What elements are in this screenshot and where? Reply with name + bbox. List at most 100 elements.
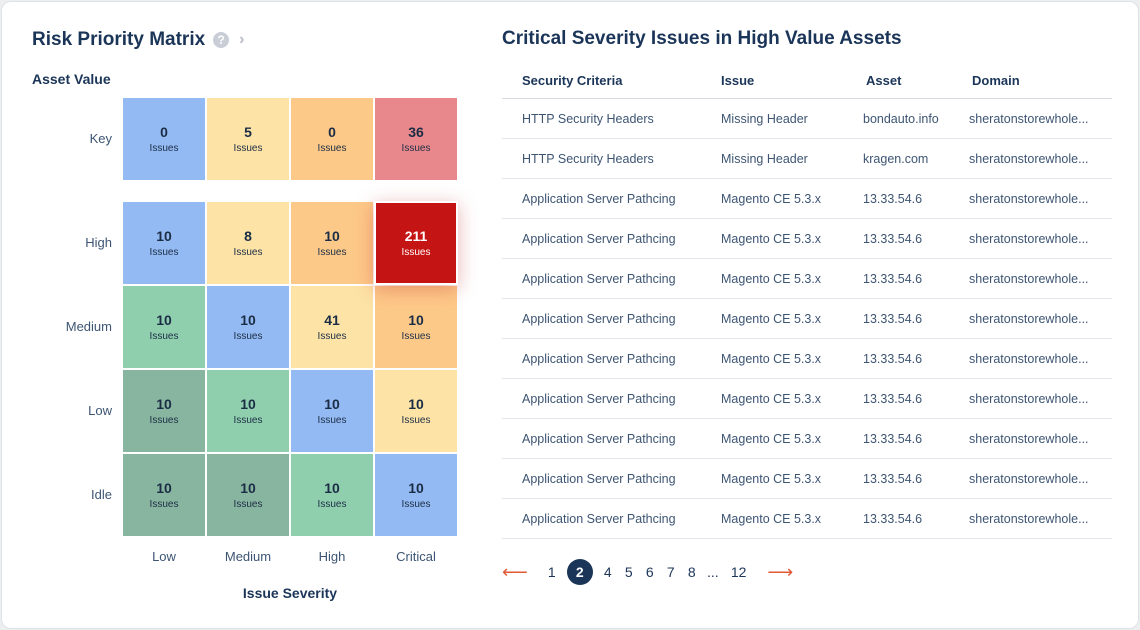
page-5[interactable]: 5 [624,564,633,580]
page-6[interactable]: 6 [645,564,654,580]
cell-unit: Issues [401,247,431,258]
cell-unit: Issues [233,247,263,258]
cell-domain: sheratonstorewhole... [969,152,1089,166]
question-circle-icon[interactable]: ? [213,32,230,48]
matrix-cell-high-critical[interactable]: 211 Issues [374,201,458,285]
cell-unit: Issues [317,415,347,426]
cell-asset: kragen.com [863,152,929,166]
chevron-right-icon[interactable]: › [239,31,245,48]
matrix-cell-low-low[interactable]: 10 Issues [122,369,206,453]
matrix-cell-key-medium[interactable]: 5 Issues [206,97,290,181]
cell-count: 211 [404,228,428,244]
matrix-cell-low-medium[interactable]: 10 Issues [206,369,290,453]
header-security-criteria[interactable]: Security Criteria [522,73,623,88]
matrix-cell-key-critical[interactable]: 36 Issues [374,97,458,181]
cell-domain: sheratonstorewhole... [969,312,1089,326]
cell-unit: Issues [317,247,347,258]
x-axis-title: Issue Severity [242,585,338,601]
table-row[interactable]: Application Server Pathcing Magento CE 5.… [502,499,1112,539]
table-row[interactable]: Application Server Pathcing Magento CE 5.… [502,379,1112,419]
table-row[interactable]: Application Server Pathcing Magento CE 5.… [502,179,1112,219]
page-8[interactable]: 8 [687,564,696,580]
matrix-cell-idle-medium[interactable]: 10 Issues [206,453,290,537]
cell-issue: Missing Header [721,112,808,126]
cell-security-criteria: Application Server Pathcing [522,352,676,366]
table-title: Critical Severity Issues in High Value A… [502,28,902,49]
matrix-cell-low-high[interactable]: 10 Issues [290,369,374,453]
table-row[interactable]: Application Server Pathcing Magento CE 5.… [502,419,1112,459]
cell-count: 0 [328,124,336,140]
matrix-cell-high-low[interactable]: 10 Issues [122,201,206,285]
cell-count: 10 [156,228,172,244]
cell-unit: Issues [233,499,263,510]
matrix-title-group: Risk Priority Matrix ? › [32,29,245,51]
matrix-cell-high-medium[interactable]: 8 Issues [206,201,290,285]
cell-asset: bondauto.info [863,112,939,126]
pagination: ⟵ 1 2 4 5 6 7 8... 12 ⟶ [502,558,802,586]
col-label-critical: Critical [396,549,436,564]
matrix-cell-idle-critical[interactable]: 10 Issues [374,453,458,537]
cell-domain: sheratonstorewhole... [969,112,1089,126]
table-row[interactable]: HTTP Security Headers Missing Header bonda… [502,99,1112,139]
matrix-cell-medium-low[interactable]: 10 Issues [122,285,206,369]
cell-asset: 13.33.54.6 [863,192,923,206]
matrix-cell-medium-high[interactable]: 41 Issues [290,285,374,369]
cell-count: 10 [156,480,172,496]
cell-domain: sheratonstorewhole... [969,192,1089,206]
header-asset[interactable]: Asset [866,73,902,88]
cell-count: 0 [160,124,168,140]
cell-issue: Missing Header [721,152,808,166]
cell-asset: 13.33.54.6 [863,392,923,406]
matrix-cell-key-high[interactable]: 0 Issues [290,97,374,181]
matrix-title: Risk Priority Matrix [32,29,206,50]
matrix-cell-idle-low[interactable]: 10 Issues [122,453,206,537]
table-row[interactable]: Application Server Pathcing Magento CE 5.… [502,459,1112,499]
col-label-low: Low [152,549,176,564]
col-label-medium: Medium [224,549,272,564]
cell-security-criteria: HTTP Security Headers [522,112,654,126]
cell-count: 41 [324,312,340,328]
matrix-cell-medium-medium[interactable]: 10 Issues [206,285,290,369]
page-1[interactable]: 1 [547,564,556,580]
cell-security-criteria: Application Server Pathcing [522,472,676,486]
page-4[interactable]: 4 [603,564,612,580]
row-label-high: High [85,235,112,250]
matrix-cell-idle-high[interactable]: 10 Issues [290,453,374,537]
matrix-cell-key-low[interactable]: 0 Issues [122,97,206,181]
matrix-cell-low-critical[interactable]: 10 Issues [374,369,458,453]
cell-issue: Magento CE 5.3.x [721,272,822,286]
page-7[interactable]: 7 [666,564,675,580]
prev-page-arrow-icon[interactable]: ⟵ [502,561,528,582]
cell-count: 10 [324,396,340,412]
matrix-cell-high-high[interactable]: 10 Issues [290,201,374,285]
table-row[interactable]: Application Server Pathcing Magento CE 5.… [502,219,1112,259]
cell-unit: Issues [233,415,263,426]
cell-unit: Issues [317,143,347,154]
cell-count: 10 [240,480,256,496]
row-label-medium: Medium [65,319,112,334]
cell-count: 10 [324,228,340,244]
cell-count: 8 [244,228,252,244]
row-label-low: Low [88,403,112,418]
cell-count: 10 [408,396,424,412]
cell-domain: sheratonstorewhole... [969,472,1089,486]
cell-count: 10 [240,312,256,328]
cell-issue: Magento CE 5.3.x [721,312,822,326]
page-12[interactable]: 12 [730,564,747,580]
cell-issue: Magento CE 5.3.x [721,232,822,246]
table-row[interactable]: HTTP Security Headers Missing Header krage… [502,139,1112,179]
header-issue[interactable]: Issue [721,73,755,88]
header-domain[interactable]: Domain [972,73,1020,88]
cell-domain: sheratonstorewhole... [969,432,1089,446]
cell-unit: Issues [401,331,431,342]
table-row[interactable]: Application Server Pathcing Magento CE 5.… [502,259,1112,299]
cell-asset: 13.33.54.6 [863,352,923,366]
cell-count: 10 [156,396,172,412]
table-row[interactable]: Application Server Pathcing Magento CE 5.… [502,339,1112,379]
next-page-arrow-icon[interactable]: ⟶ [767,561,794,582]
matrix-cell-medium-critical[interactable]: 10 Issues [374,285,458,369]
cell-asset: 13.33.54.6 [863,232,923,246]
page-2[interactable]: 2 [566,559,593,585]
table-row[interactable]: Application Server Pathcing Magento CE 5.… [502,299,1112,339]
